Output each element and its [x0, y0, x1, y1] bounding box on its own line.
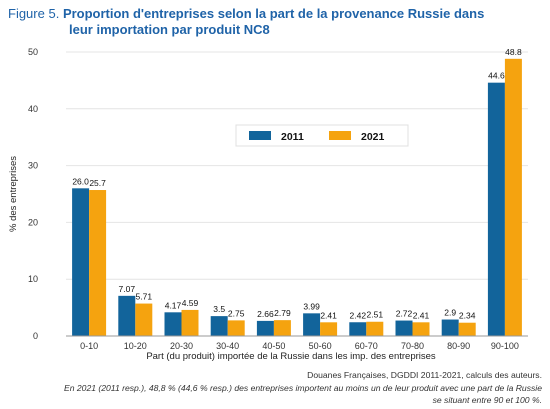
legend-swatch-2021: [329, 131, 351, 140]
bar-2021-70-80: [412, 322, 430, 336]
figure-label: Figure 5.: [8, 6, 60, 21]
legend: 2011 2021: [235, 124, 409, 147]
bar-2011-70-80: [395, 320, 413, 336]
bar-2021-50-60: [320, 322, 338, 336]
bar-2011-20-30: [164, 312, 182, 336]
data-label-2011-50-60: 3.99: [303, 301, 320, 311]
x-tick-label: 10-20: [124, 341, 147, 351]
bar-2011-10-20: [118, 295, 136, 336]
data-label-2011-80-90: 2.9: [444, 308, 456, 318]
data-label-2021-0-10: 25.7: [89, 178, 106, 188]
bar-2021-10-20: [135, 303, 153, 336]
y-axis-ticks: 0 10 20 30 40 50: [28, 47, 38, 341]
data-label-2021-70-80: 2.41: [413, 310, 430, 320]
data-label-2011-0-10: 26.0: [72, 176, 89, 186]
data-label-2021-40-50: 2.79: [274, 308, 291, 318]
bar-2011-90-100: [487, 82, 505, 336]
bar-2021-80-90: [458, 322, 476, 336]
data-label-2021-10-20: 5.71: [136, 292, 153, 302]
data-label-2011-60-70: 2.42: [350, 310, 367, 320]
legend-box: [235, 124, 409, 147]
bar-2011-80-90: [441, 319, 459, 336]
y-tick-label: 40: [28, 104, 38, 114]
y-tick-label: 0: [33, 331, 38, 341]
y-tick-label: 50: [28, 47, 38, 57]
data-label-2021-80-90: 2.34: [459, 311, 476, 321]
footnote-line1: En 2021 (2011 resp.), 48,8 % (44,6 % res…: [63, 383, 542, 393]
figure-title-line1: Proportion d'entreprises selon la part d…: [62, 6, 485, 21]
bars: [72, 58, 522, 336]
figure-title-line2: leur importation par produit NC8: [69, 22, 270, 37]
legend-swatch-2011: [249, 131, 271, 140]
x-axis-ticks: 0-10 10-20 20-30 30-40 40-50 50-60 60-70 70-80 8…: [80, 341, 519, 351]
bar-2021-90-100: [504, 58, 522, 336]
bar-2011-50-60: [303, 313, 321, 336]
data-label-2021-90-100: 48.8: [505, 47, 522, 57]
legend-label-2011: 2011: [281, 131, 304, 143]
x-tick-label: 90-100: [491, 341, 519, 351]
y-tick-label: 10: [28, 274, 38, 284]
bar-2021-20-30: [181, 309, 199, 336]
data-label-2011-40-50: 2.66: [257, 309, 274, 319]
data-label-2021-60-70: 2.51: [367, 310, 384, 320]
data-label-2021-30-40: 2.75: [228, 308, 245, 318]
data-label-2021-20-30: 4.59: [182, 298, 199, 308]
source-note: Douanes Françaises, DGDDI 2011-2021, cal…: [307, 370, 542, 380]
bar-2021-0-10: [89, 190, 107, 336]
x-tick-label: 70-80: [401, 341, 424, 351]
x-tick-label: 0-10: [80, 341, 98, 351]
data-label-2011-30-40: 3.5: [213, 304, 225, 314]
bar-2011-60-70: [349, 322, 367, 336]
data-label-2011-70-80: 2.72: [396, 309, 413, 319]
x-tick-label: 30-40: [216, 341, 239, 351]
footnote-line2: se situant entre 90 et 100 %.: [432, 395, 542, 405]
legend-label-2021: 2021: [361, 131, 385, 143]
bar-2011-40-50: [256, 320, 274, 336]
bar-2021-40-50: [273, 320, 291, 336]
data-label-2021-50-60: 2.41: [320, 310, 337, 320]
data-labels: 26.0 25.7 7.075.71 4.17 4.59 3.5 2.75 2.66 2.79 3…: [72, 47, 522, 321]
data-label-2011-10-20: 7.07: [119, 284, 136, 294]
x-tick-label: 60-70: [355, 341, 378, 351]
x-tick-label: 40-50: [262, 341, 285, 351]
x-tick-label: 80-90: [447, 341, 470, 351]
bar-2021-30-40: [227, 320, 245, 336]
bar-2011-30-40: [210, 316, 228, 336]
x-tick-label: 20-30: [170, 341, 193, 351]
data-label-2011-90-100: 44.6: [488, 71, 505, 81]
x-tick-label: 50-60: [309, 341, 332, 351]
y-tick-label: 20: [28, 217, 38, 227]
data-label-2011-20-30: 4.17: [165, 300, 182, 310]
y-tick-label: 30: [28, 161, 38, 171]
figure-title: Figure 5. Proportion d'entreprises selon…: [8, 6, 528, 38]
x-axis-title: Part (du produit) importée de la Russie …: [146, 351, 436, 362]
gridlines: [66, 51, 528, 280]
bar-2011-0-10: [72, 188, 90, 336]
bar-2021-60-70: [366, 321, 384, 336]
y-axis-title: % des entreprises: [8, 156, 19, 232]
